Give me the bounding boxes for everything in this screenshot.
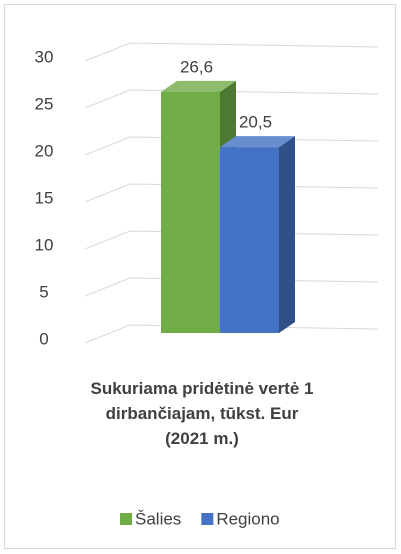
bar (220, 147, 279, 333)
data-label: 26,6 (180, 57, 213, 76)
grid-line (84, 324, 379, 344)
y-tick-label: 20 (35, 141, 54, 160)
grid-line (84, 136, 379, 156)
y-tick-label: 5 (39, 282, 48, 301)
y-tick-label: 25 (35, 94, 54, 113)
bar-side (279, 136, 295, 333)
y-tick-label: 30 (35, 47, 54, 66)
grid-line (84, 89, 379, 109)
grid-line (84, 183, 379, 203)
grid-line (84, 42, 379, 62)
chart-title: Sukuriama pridėtinė vertė 1 dirbančiajam… (90, 379, 314, 448)
bar-top (161, 80, 236, 92)
bar-top (220, 136, 295, 148)
bar (161, 91, 220, 334)
legend-label: Šalies (135, 509, 181, 528)
legend-swatch (201, 513, 214, 525)
y-tick-label: 15 (35, 188, 54, 207)
grid-line (84, 277, 379, 297)
grid-line (84, 230, 379, 250)
y-tick-label: 10 (35, 235, 54, 254)
legend-swatch (120, 513, 132, 525)
data-label: 20,5 (239, 113, 272, 132)
legend-label: Regiono (216, 509, 279, 528)
y-tick-label: 0 (39, 329, 48, 348)
